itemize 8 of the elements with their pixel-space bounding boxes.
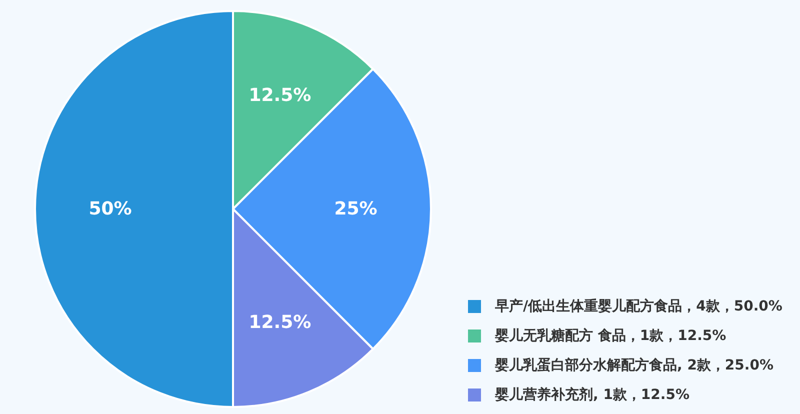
data-label: 25% [334,198,378,220]
legend-label: 婴儿乳蛋白部分水解配方食品, 2款，25.0% [494,356,774,374]
data-label: 50% [88,198,132,220]
data-label: 12.5% [248,312,312,333]
legend-label: 婴儿营养补充剂, 1款，12.5% [494,386,690,403]
legend-label: 婴儿无乳糖配方 食品，1款，12.5% [494,327,726,344]
legend-label: 早产/低出生体重婴儿配方食品，4款，50.0% [494,298,782,314]
data-label: 12.5% [248,85,312,106]
